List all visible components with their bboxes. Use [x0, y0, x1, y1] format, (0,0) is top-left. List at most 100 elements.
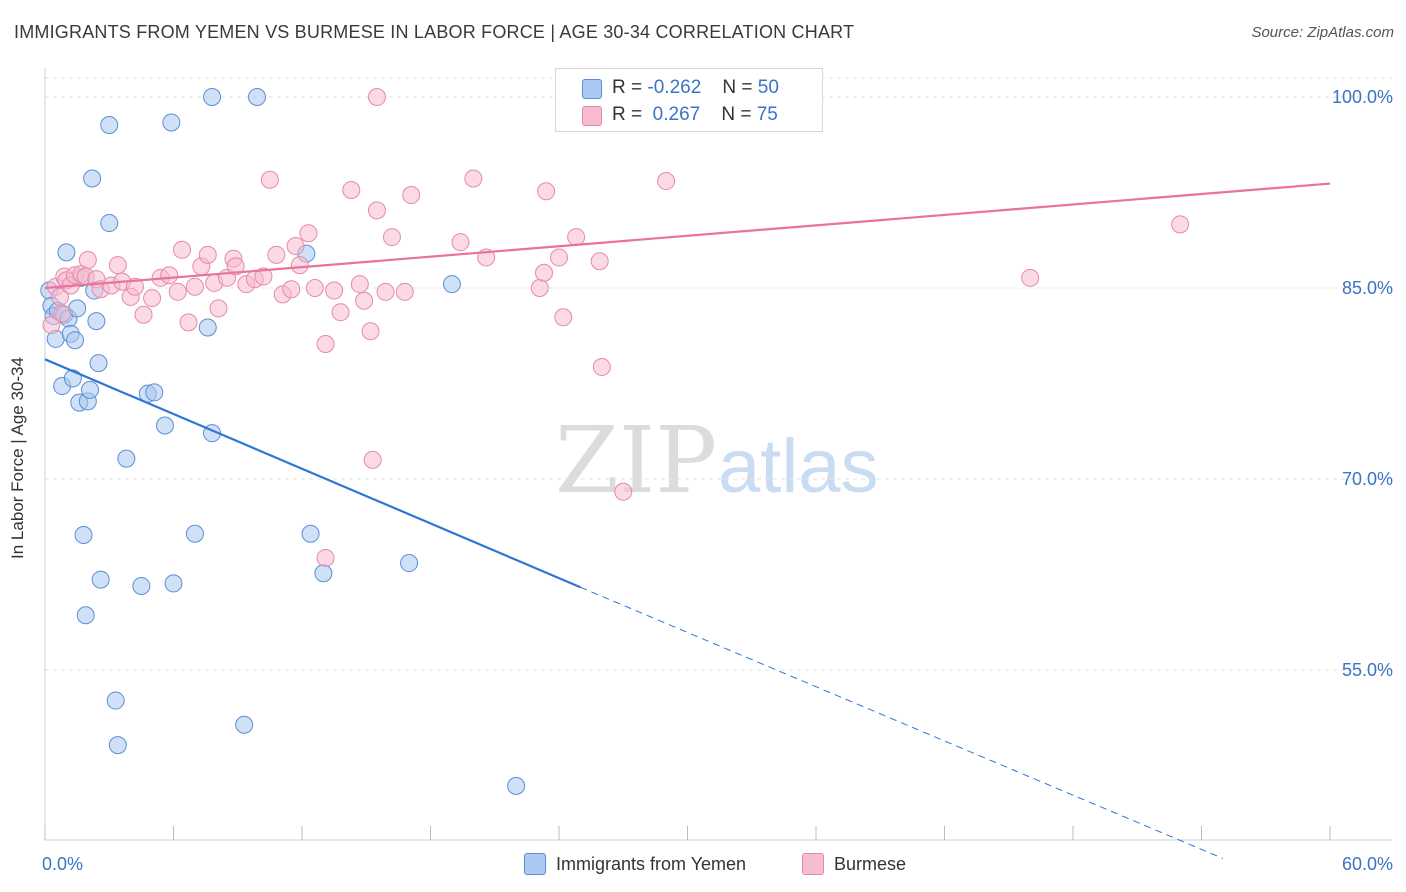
correlation-legend: R = -0.262 N = 50 R = 0.267 N = 75 [555, 68, 823, 132]
point-yemen [83, 169, 102, 188]
trendline-yemen-extension [580, 586, 1224, 859]
point-burmese [361, 322, 380, 341]
point-yemen [100, 116, 119, 135]
point-burmese [254, 267, 273, 286]
point-burmese [290, 256, 309, 275]
point-yemen [164, 574, 183, 593]
y-tick-label: 70.0% [1342, 469, 1393, 489]
point-yemen [74, 526, 93, 545]
n-value-burmese: 75 [756, 104, 778, 125]
n-label: N = [721, 104, 752, 125]
bottom-legend-label-yemen: Immigrants from Yemen [556, 854, 747, 874]
y-tick-label: 100.0% [1332, 87, 1393, 107]
point-burmese [464, 169, 483, 188]
point-burmese [614, 482, 633, 501]
point-burmese [267, 245, 286, 264]
point-burmese [42, 315, 61, 334]
n-value-yemen: 50 [757, 77, 779, 98]
point-burmese [592, 357, 611, 376]
point-yemen [68, 299, 87, 318]
point-burmese [395, 282, 414, 301]
point-yemen [145, 383, 164, 402]
point-burmese [382, 228, 401, 247]
point-yemen [87, 312, 106, 331]
point-yemen [442, 275, 461, 294]
point-yemen [185, 524, 204, 543]
point-burmese [1171, 215, 1190, 234]
point-yemen [507, 776, 526, 795]
point-burmese [125, 277, 144, 296]
point-yemen [65, 331, 84, 350]
point-burmese [554, 308, 573, 327]
point-yemen [106, 691, 125, 710]
point-burmese [325, 281, 344, 300]
r-label: R = [612, 104, 643, 125]
point-burmese [299, 224, 318, 243]
point-yemen [91, 570, 110, 589]
bottom-legend-swatch-yemen [524, 853, 546, 875]
x-tick-label: 0.0% [42, 854, 83, 874]
point-burmese [657, 172, 676, 191]
watermark-zip: ZIP [555, 407, 717, 514]
point-burmese [143, 289, 162, 308]
point-burmese [350, 275, 369, 294]
point-yemen [63, 369, 82, 388]
point-burmese [316, 548, 335, 567]
point-burmese [78, 250, 97, 269]
point-yemen [108, 736, 127, 755]
point-yemen [235, 715, 254, 734]
point-yemen [80, 380, 99, 399]
point-burmese [260, 170, 279, 189]
y-axis-label: In Labor Force | Age 30-34 [8, 357, 27, 559]
trendline-burmese [44, 182, 1331, 290]
point-yemen [198, 318, 217, 337]
point-burmese [402, 186, 421, 205]
n-label: N = [722, 77, 753, 98]
r-value-yemen: -0.262 [647, 77, 702, 98]
point-burmese [367, 201, 386, 220]
point-burmese [376, 282, 395, 301]
point-yemen [162, 113, 181, 132]
point-burmese [342, 180, 361, 199]
point-burmese [209, 299, 228, 318]
bottom-legend-label-burmese: Burmese [834, 854, 907, 874]
point-burmese [282, 280, 301, 299]
point-burmese [537, 182, 556, 201]
x-tick-label: 60.0% [1342, 854, 1393, 874]
point-burmese [567, 228, 586, 247]
point-burmese [530, 279, 549, 297]
point-yemen [301, 524, 320, 543]
point-yemen [155, 416, 174, 435]
point-burmese [367, 88, 386, 106]
point-burmese [590, 252, 609, 271]
point-burmese [550, 248, 568, 267]
y-tick-label: 85.0% [1342, 278, 1393, 298]
point-burmese [53, 304, 72, 323]
point-burmese [535, 263, 554, 282]
point-burmese [226, 257, 245, 276]
point-burmese [1021, 268, 1040, 287]
point-burmese [108, 256, 127, 275]
point-burmese [451, 233, 470, 252]
legend-swatch-yemen [582, 79, 602, 99]
point-yemen [132, 576, 151, 595]
point-burmese [168, 282, 187, 301]
point-burmese [198, 245, 217, 264]
point-burmese [316, 335, 335, 354]
r-label: R = [612, 77, 643, 98]
point-yemen [117, 449, 136, 468]
point-burmese [363, 450, 382, 469]
point-burmese [331, 303, 350, 322]
point-yemen [57, 243, 76, 262]
point-burmese [179, 313, 198, 332]
point-yemen [248, 88, 267, 106]
y-tick-label: 55.0% [1342, 660, 1393, 680]
point-yemen [400, 554, 419, 573]
point-burmese [185, 277, 204, 296]
point-burmese [286, 236, 305, 255]
point-yemen [203, 88, 222, 106]
point-burmese [134, 305, 153, 324]
chart-title: IMMIGRANTS FROM YEMEN VS BURMESE IN LABO… [14, 22, 855, 42]
watermark-atlas: atlas [718, 424, 879, 509]
